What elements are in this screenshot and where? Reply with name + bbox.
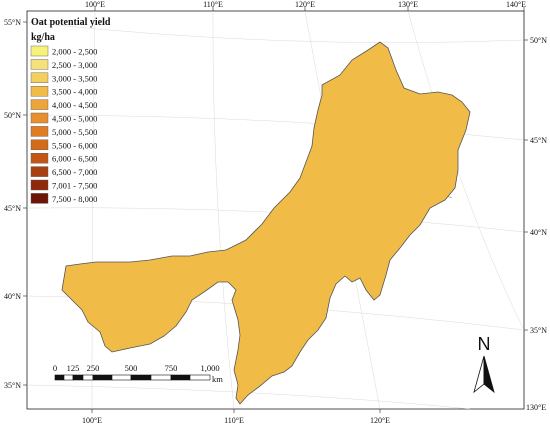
frame-ticks [23, 7, 528, 413]
lat-label-right-2: 40°N [530, 228, 547, 237]
legend-unit: kg/ha [31, 32, 55, 43]
lat-label-left-0: 55°N [4, 18, 21, 27]
lon-label-right-bottom: 130°E [526, 403, 546, 412]
legend-swatch [30, 126, 49, 137]
legend-label: 6,500 - 7,000 [52, 167, 97, 177]
scale-segment [130, 374, 152, 381]
scale-segment [82, 374, 94, 381]
north-arrow-right-half [483, 355, 495, 394]
lat-label-right-1: 45°N [530, 136, 547, 145]
lat-label-left-1: 50°N [4, 111, 21, 120]
scale-segment [54, 374, 65, 381]
left-latitude-labels: 55°N 50°N 45°N 40°N 35°N [4, 18, 21, 390]
legend-swatch [30, 139, 49, 151]
legend-label: 7,001 - 7,500 [52, 181, 97, 191]
legend-swatch [30, 152, 49, 164]
lon-label-bottom-0: 100°E [82, 416, 102, 425]
legend-swatch [30, 112, 49, 124]
legend-label: 2,000 - 2,500 [52, 47, 97, 57]
lat-label-left-2: 45°N [4, 204, 21, 213]
legend-swatch [30, 179, 49, 191]
legend-label: 4,500 - 5,000 [52, 114, 97, 124]
lon-label-bottom-1: 110°E [224, 416, 244, 425]
legend-label: 2,500 - 3,000 [52, 60, 97, 70]
lat-label-right-3: 35°N [530, 326, 547, 335]
legend-swatch [30, 72, 49, 84]
legend-swatch [30, 45, 49, 57]
legend-title: Oat potential yield [31, 17, 111, 28]
legend-label: 3,500 - 4,000 [52, 87, 97, 97]
legend-label: 5,500 - 6,000 [52, 140, 97, 150]
scale-segment [150, 374, 172, 381]
bottom-longitude-labels: 100°E 110°E 120°E [82, 416, 390, 425]
scale-segment [170, 374, 191, 381]
lon-label-top-2: 120°E [295, 0, 315, 9]
scale-segment [72, 374, 84, 381]
legend: Oat potential yield kg/ha 2,000 - 2,5002… [30, 17, 111, 204]
scale-tick-label: 500 [125, 363, 138, 373]
right-latitude-labels: 50°N 45°N 40°N 35°N 130°E [526, 36, 547, 412]
scale-tick-label: 250 [87, 363, 100, 373]
legend-items: 2,000 - 2,500 2,500 - 3,000 3,000 - 3,500 3… [30, 45, 97, 204]
lon-label-top-3: 130°E [398, 0, 418, 9]
legend-label: 5,000 - 5,500 [52, 127, 97, 137]
legend-swatch [30, 59, 49, 70]
legend-swatch [30, 85, 49, 97]
scale-tick-label: 125 [67, 363, 80, 373]
legend-label: 6,000 - 6,500 [52, 154, 97, 164]
lon-label-top-4: 140°E [506, 0, 526, 9]
scale-tick-labels: 0 125 250 500 750 1,000 [53, 363, 220, 373]
legend-label: 7,500 - 8,000 [52, 194, 97, 204]
legend-swatch [30, 193, 49, 204]
top-longitude-labels: 100°E 110°E 120°E 130°E 140°E [85, 0, 526, 9]
scale-tick-label: 750 [165, 363, 178, 373]
scale-segment [63, 374, 74, 381]
lat-label-right-0: 50°N [530, 36, 547, 45]
scale-tick-label: 1,000 [200, 363, 219, 373]
north-label: N [478, 334, 491, 354]
lon-label-top-0: 100°E [85, 0, 105, 9]
lat-label-left-4: 35°N [4, 381, 21, 390]
scale-bar: 0 125 250 500 750 1,000 km [53, 363, 223, 384]
scale-tick-label: 0 [53, 363, 57, 373]
lat-label-left-3: 40°N [4, 292, 21, 301]
scale-segments [54, 374, 211, 381]
scale-segment [92, 374, 113, 381]
scale-segment [189, 374, 211, 381]
scale-unit: km [212, 374, 223, 384]
legend-label: 4,000 - 4,500 [52, 100, 97, 110]
lon-label-top-1: 110°E [203, 0, 223, 9]
scale-segment [111, 374, 132, 381]
legend-swatch [30, 99, 49, 110]
north-arrow: N [473, 334, 495, 394]
legend-label: 3,000 - 3,500 [52, 73, 97, 83]
legend-swatch [30, 166, 49, 177]
lon-label-bottom-2: 120°E [370, 416, 390, 425]
